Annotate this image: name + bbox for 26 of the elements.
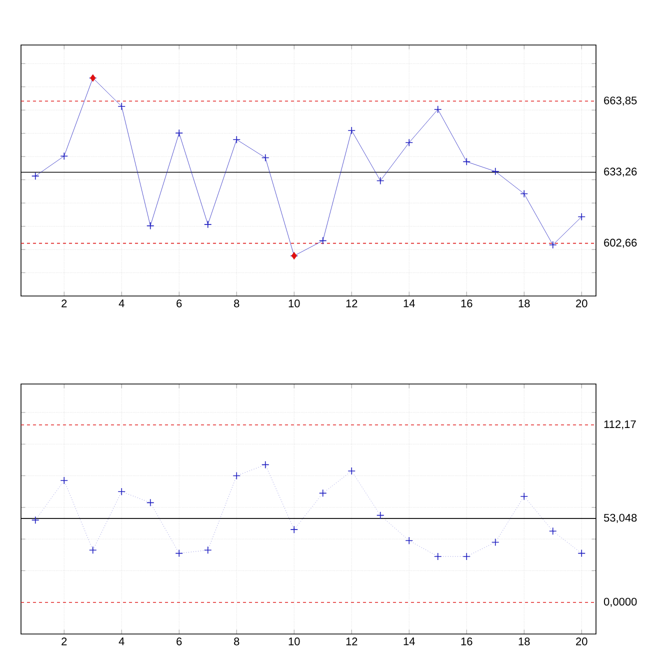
x-tick-label: 6 — [176, 638, 182, 646]
ref-line-label: 633,26 — [604, 168, 637, 177]
x-tick-label: 8 — [234, 300, 240, 308]
x-tick-label: 12 — [346, 300, 358, 308]
x-tick-label: 6 — [176, 300, 182, 308]
x-tick-label: 12 — [346, 638, 358, 646]
ref-line-label: 53,048 — [604, 514, 637, 523]
ref-line-label: 602,66 — [604, 238, 637, 248]
x-tick-label: 10 — [288, 638, 300, 646]
ref-line-label: 112,17 — [604, 420, 636, 430]
x-tick-label: 16 — [461, 300, 472, 308]
x-tick-label: 8 — [234, 638, 240, 646]
x-tick-label: 2 — [62, 638, 67, 646]
x-tick-label: 2 — [62, 300, 67, 308]
x-tick-label: 18 — [518, 638, 530, 646]
x-tick-label: 10 — [288, 300, 300, 308]
x-tick-label: 20 — [576, 300, 588, 308]
ref-line-label: 663,85 — [604, 96, 637, 106]
x-tick-label: 14 — [404, 638, 415, 646]
x-tick-label: 14 — [404, 300, 415, 308]
x-tick-label: 4 — [118, 300, 124, 308]
x-tick-label: 18 — [518, 300, 530, 308]
x-tick-label: 4 — [118, 638, 124, 646]
x-tick-label: 20 — [576, 638, 588, 646]
x-tick-label: 16 — [461, 638, 472, 646]
ref-line-label: 0,0000 — [604, 598, 637, 607]
